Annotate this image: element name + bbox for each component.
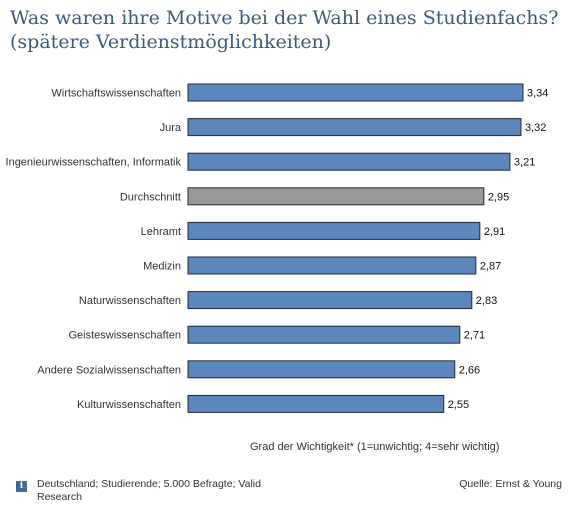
value-label: 3,34 [527, 88, 548, 100]
bar[interactable] [187, 394, 445, 413]
footnote: Deutschland; Studierende; 5.000 Befragte… [37, 478, 261, 503]
chart-title: Was waren ihre Motive bei der Wahl eines… [10, 7, 559, 53]
value-label: 2,71 [464, 330, 485, 342]
value-label: 2,87 [480, 261, 501, 273]
category-label: Naturwissenschaften [79, 295, 181, 307]
category-label: Geisteswissenschaften [69, 330, 182, 342]
bar[interactable] [187, 360, 456, 379]
value-label: 2,95 [488, 191, 509, 203]
value-label: 2,55 [448, 399, 469, 411]
category-label: Kulturwissenschaften [77, 399, 181, 411]
category-label: Jura [160, 122, 182, 134]
bar[interactable] [187, 291, 473, 310]
bar[interactable] [187, 83, 524, 102]
value-label: 2,83 [476, 295, 497, 307]
category-label: Lehramt [141, 226, 181, 238]
x-axis-label: Grad der Wichtigkeit* (1=unwichtig; 4=se… [250, 441, 500, 453]
bar-chart: Wirtschaftswissenschaften 3,34 Jura 3,32 Ing… [6, 83, 548, 413]
bar[interactable] [187, 118, 522, 137]
bar[interactable] [187, 325, 461, 344]
category-label: Ingenieurwissenschaften, Informatik [6, 157, 182, 169]
value-label: 2,66 [459, 364, 480, 376]
bar[interactable] [187, 152, 511, 171]
source-label: Quelle: Ernst & Young [459, 478, 562, 490]
bar-average[interactable] [187, 187, 485, 206]
info-icon[interactable]: i [16, 481, 27, 492]
category-label: Wirtschaftswissenschaften [51, 88, 181, 100]
category-label: Durchschnitt [120, 191, 181, 203]
bar[interactable] [187, 256, 477, 275]
value-label: 3,21 [514, 157, 535, 169]
category-label: Andere Sozialwissenschaften [37, 364, 181, 376]
bar[interactable] [187, 221, 481, 240]
value-label: 2,91 [484, 226, 505, 238]
value-label: 3,32 [525, 122, 546, 134]
category-label: Medizin [143, 261, 181, 273]
